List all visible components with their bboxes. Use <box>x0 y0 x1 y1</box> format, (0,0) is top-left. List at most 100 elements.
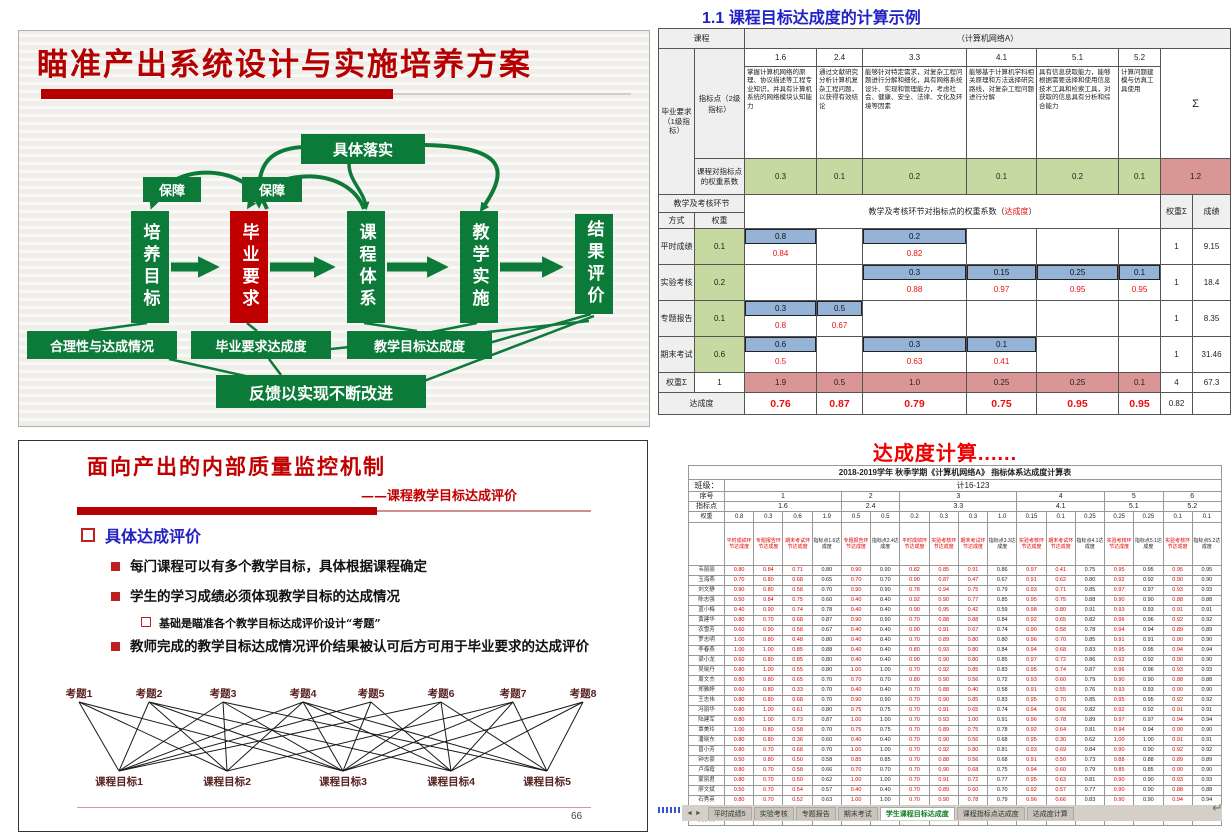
achievement-value: 0.86 <box>987 565 1018 576</box>
wsum-total: 4 <box>1160 372 1193 393</box>
column-header: 平时成绩环节达成度 <box>899 522 930 566</box>
achievement-value: 0.50 <box>782 775 813 786</box>
seq-label: 序号 <box>688 491 725 502</box>
achievement-value: 0.86 <box>1074 655 1106 666</box>
mapping-edge <box>440 701 452 772</box>
weight-label: 权重 <box>694 212 745 229</box>
achievement-value: 0.70 <box>899 725 930 736</box>
sheet-tab-3[interactable]: 专题报告 <box>795 806 836 820</box>
achievement-value: 0.66 <box>811 765 842 776</box>
course-objective-node: 课程目标3 <box>319 775 367 788</box>
section-title: 达成度计算...... <box>872 443 1018 465</box>
achievement-value: 0.88 <box>1162 595 1193 606</box>
column-header: 专题报告环节达成度 <box>753 522 784 566</box>
achievement-value: 0.91 <box>1191 735 1223 746</box>
sheet-nav-arrows-icon[interactable]: ◄ ► <box>686 809 702 817</box>
achievement-value: 0.40 <box>840 735 872 746</box>
course-weight-1: 0.3 <box>744 158 817 195</box>
seq-value: 6 <box>1162 491 1223 502</box>
sub-bullet: 基础是瞄准各个教学目标达成评价设计“考题” <box>141 615 381 631</box>
achievement-value: 0.80 <box>753 585 784 596</box>
achievement-value: 1.00 <box>870 745 901 756</box>
achievement-value: 0.95 <box>1016 595 1047 606</box>
achievement-value: 0.71 <box>1045 585 1076 596</box>
achievement-value: 0.82 <box>1074 615 1106 626</box>
sheet-tab-1[interactable]: 平时成绩5 <box>707 806 752 820</box>
achievement-value: 0.94 <box>1016 645 1047 656</box>
achieve-1: 0.76 <box>744 392 817 415</box>
achievement-value: 0.62 <box>811 775 842 786</box>
achievement-value: 0.40 <box>870 645 901 656</box>
achievement-value: 1.00 <box>753 665 784 676</box>
achievement-value: 0.90 <box>1104 795 1135 806</box>
sheet-tab-2[interactable]: 实验考核 <box>753 806 794 820</box>
achievement-value: 0.40 <box>840 625 872 636</box>
achievement-value: 0.40 <box>870 625 901 636</box>
bullet-3-text: 教师完成的教学目标达成情况评价结果被认可后方可用于毕业要求的达成评价 <box>130 639 589 655</box>
row-score: 9.15 <box>1191 228 1232 265</box>
mapping-edge <box>440 701 548 772</box>
achievement-value: 0.72 <box>1045 655 1076 666</box>
achievement-value: 0.93 <box>1191 585 1223 596</box>
achievement-value: 0.96 <box>1104 665 1135 676</box>
achievement-value: 0.90 <box>928 655 959 666</box>
achievement-value: 0.80 <box>753 655 784 666</box>
achievement-value: 0.78 <box>1045 715 1076 726</box>
achievement-value: 0.70 <box>899 795 930 806</box>
achievement-value: 0.92 <box>1191 615 1223 626</box>
achievement-value: 1.00 <box>840 775 872 786</box>
sheet-tab-7[interactable]: 达成度计算 <box>1026 806 1074 820</box>
sheet-tab-6[interactable]: 课程指标点达成度 <box>956 806 1025 820</box>
achievement-value: 1.00 <box>840 665 872 676</box>
weight-achievement-cell: 0.1 0.41 <box>966 336 1037 373</box>
sheet-tab-4[interactable]: 期末考试 <box>837 806 878 820</box>
achievement-value: 0.90 <box>928 795 959 806</box>
achievement-value: 1.00 <box>840 715 872 726</box>
achievement-value: 0.93 <box>928 715 959 726</box>
achievement-value: 0.85 <box>987 595 1018 606</box>
weight-value: 0.1 <box>1191 511 1223 523</box>
indicator-4: 4.1 <box>966 48 1037 67</box>
achievement-value: 0.80 <box>753 725 784 736</box>
achievement-value: 0.84 <box>987 615 1018 626</box>
course-objective-node: 课程目标4 <box>427 775 475 788</box>
achievement-value: 0.57 <box>811 785 842 796</box>
achievement-value: 0.85 <box>1104 765 1135 776</box>
achievement-value: 0.70 <box>899 695 930 706</box>
weight-achievement-cell: 0.6 0.5 <box>744 336 817 373</box>
achievement-value: 0.40 <box>840 655 872 666</box>
mapping-edge <box>118 701 224 772</box>
achievement-value: 0.80 <box>811 655 842 666</box>
achievement-value: 0.74 <box>782 605 813 616</box>
achievement-value: 0.91 <box>928 705 959 716</box>
achievement-value: 0.95 <box>1104 695 1135 706</box>
column-header: 实验考核环节达成度 <box>1016 522 1047 566</box>
achievement-value: 0.75 <box>870 725 901 736</box>
achievement-value: 0.90 <box>1133 675 1164 686</box>
assessment-mode: 专题报告 <box>658 300 695 337</box>
row-weight-sum: 1 <box>1160 300 1193 337</box>
student-name: 陈志强 <box>688 595 725 606</box>
sum-row-weight: 1 <box>694 372 745 393</box>
achievement-value: 0.70 <box>899 785 930 796</box>
achievement-value: 0.80 <box>723 715 755 726</box>
achievement-value: 1.00 <box>957 715 989 726</box>
indicator-2: 2.4 <box>816 48 863 67</box>
achievement-value: 0.85 <box>1133 765 1164 776</box>
weight-value: 0.6 <box>782 511 813 523</box>
weight-value: 0.1 <box>1045 511 1076 523</box>
achievement-value: 0.90 <box>1104 775 1135 786</box>
exam-question-node: 考题2 <box>136 687 163 700</box>
achieve-empty <box>1191 392 1232 415</box>
achievement-value: 0.90 <box>840 615 872 626</box>
title-underline-extension <box>393 93 631 95</box>
achievement-value: 0.67 <box>811 625 842 636</box>
achieve-5: 0.95 <box>1036 392 1119 415</box>
achievement-value: 0.84 <box>1074 745 1106 756</box>
achieve-6: 0.95 <box>1118 392 1161 415</box>
sheet-tab-5[interactable]: 学生课程目标达成度 <box>879 806 955 820</box>
achievement-value: 0.89 <box>1162 625 1193 636</box>
achievement-value: 1.00 <box>753 715 784 726</box>
indicator-value: 2.4 <box>840 501 901 512</box>
student-name: 曾小芳 <box>688 745 725 756</box>
